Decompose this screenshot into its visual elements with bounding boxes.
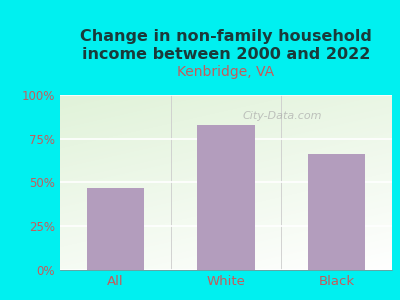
Bar (86, 188, 144, 270)
Text: City-Data.com: City-Data.com (243, 111, 322, 121)
Bar (308, 154, 366, 270)
Text: Kenbridge, VA: Kenbridge, VA (178, 65, 274, 79)
Text: Change in non-family household
income between 2000 and 2022: Change in non-family household income be… (80, 29, 372, 62)
Bar (197, 125, 255, 270)
